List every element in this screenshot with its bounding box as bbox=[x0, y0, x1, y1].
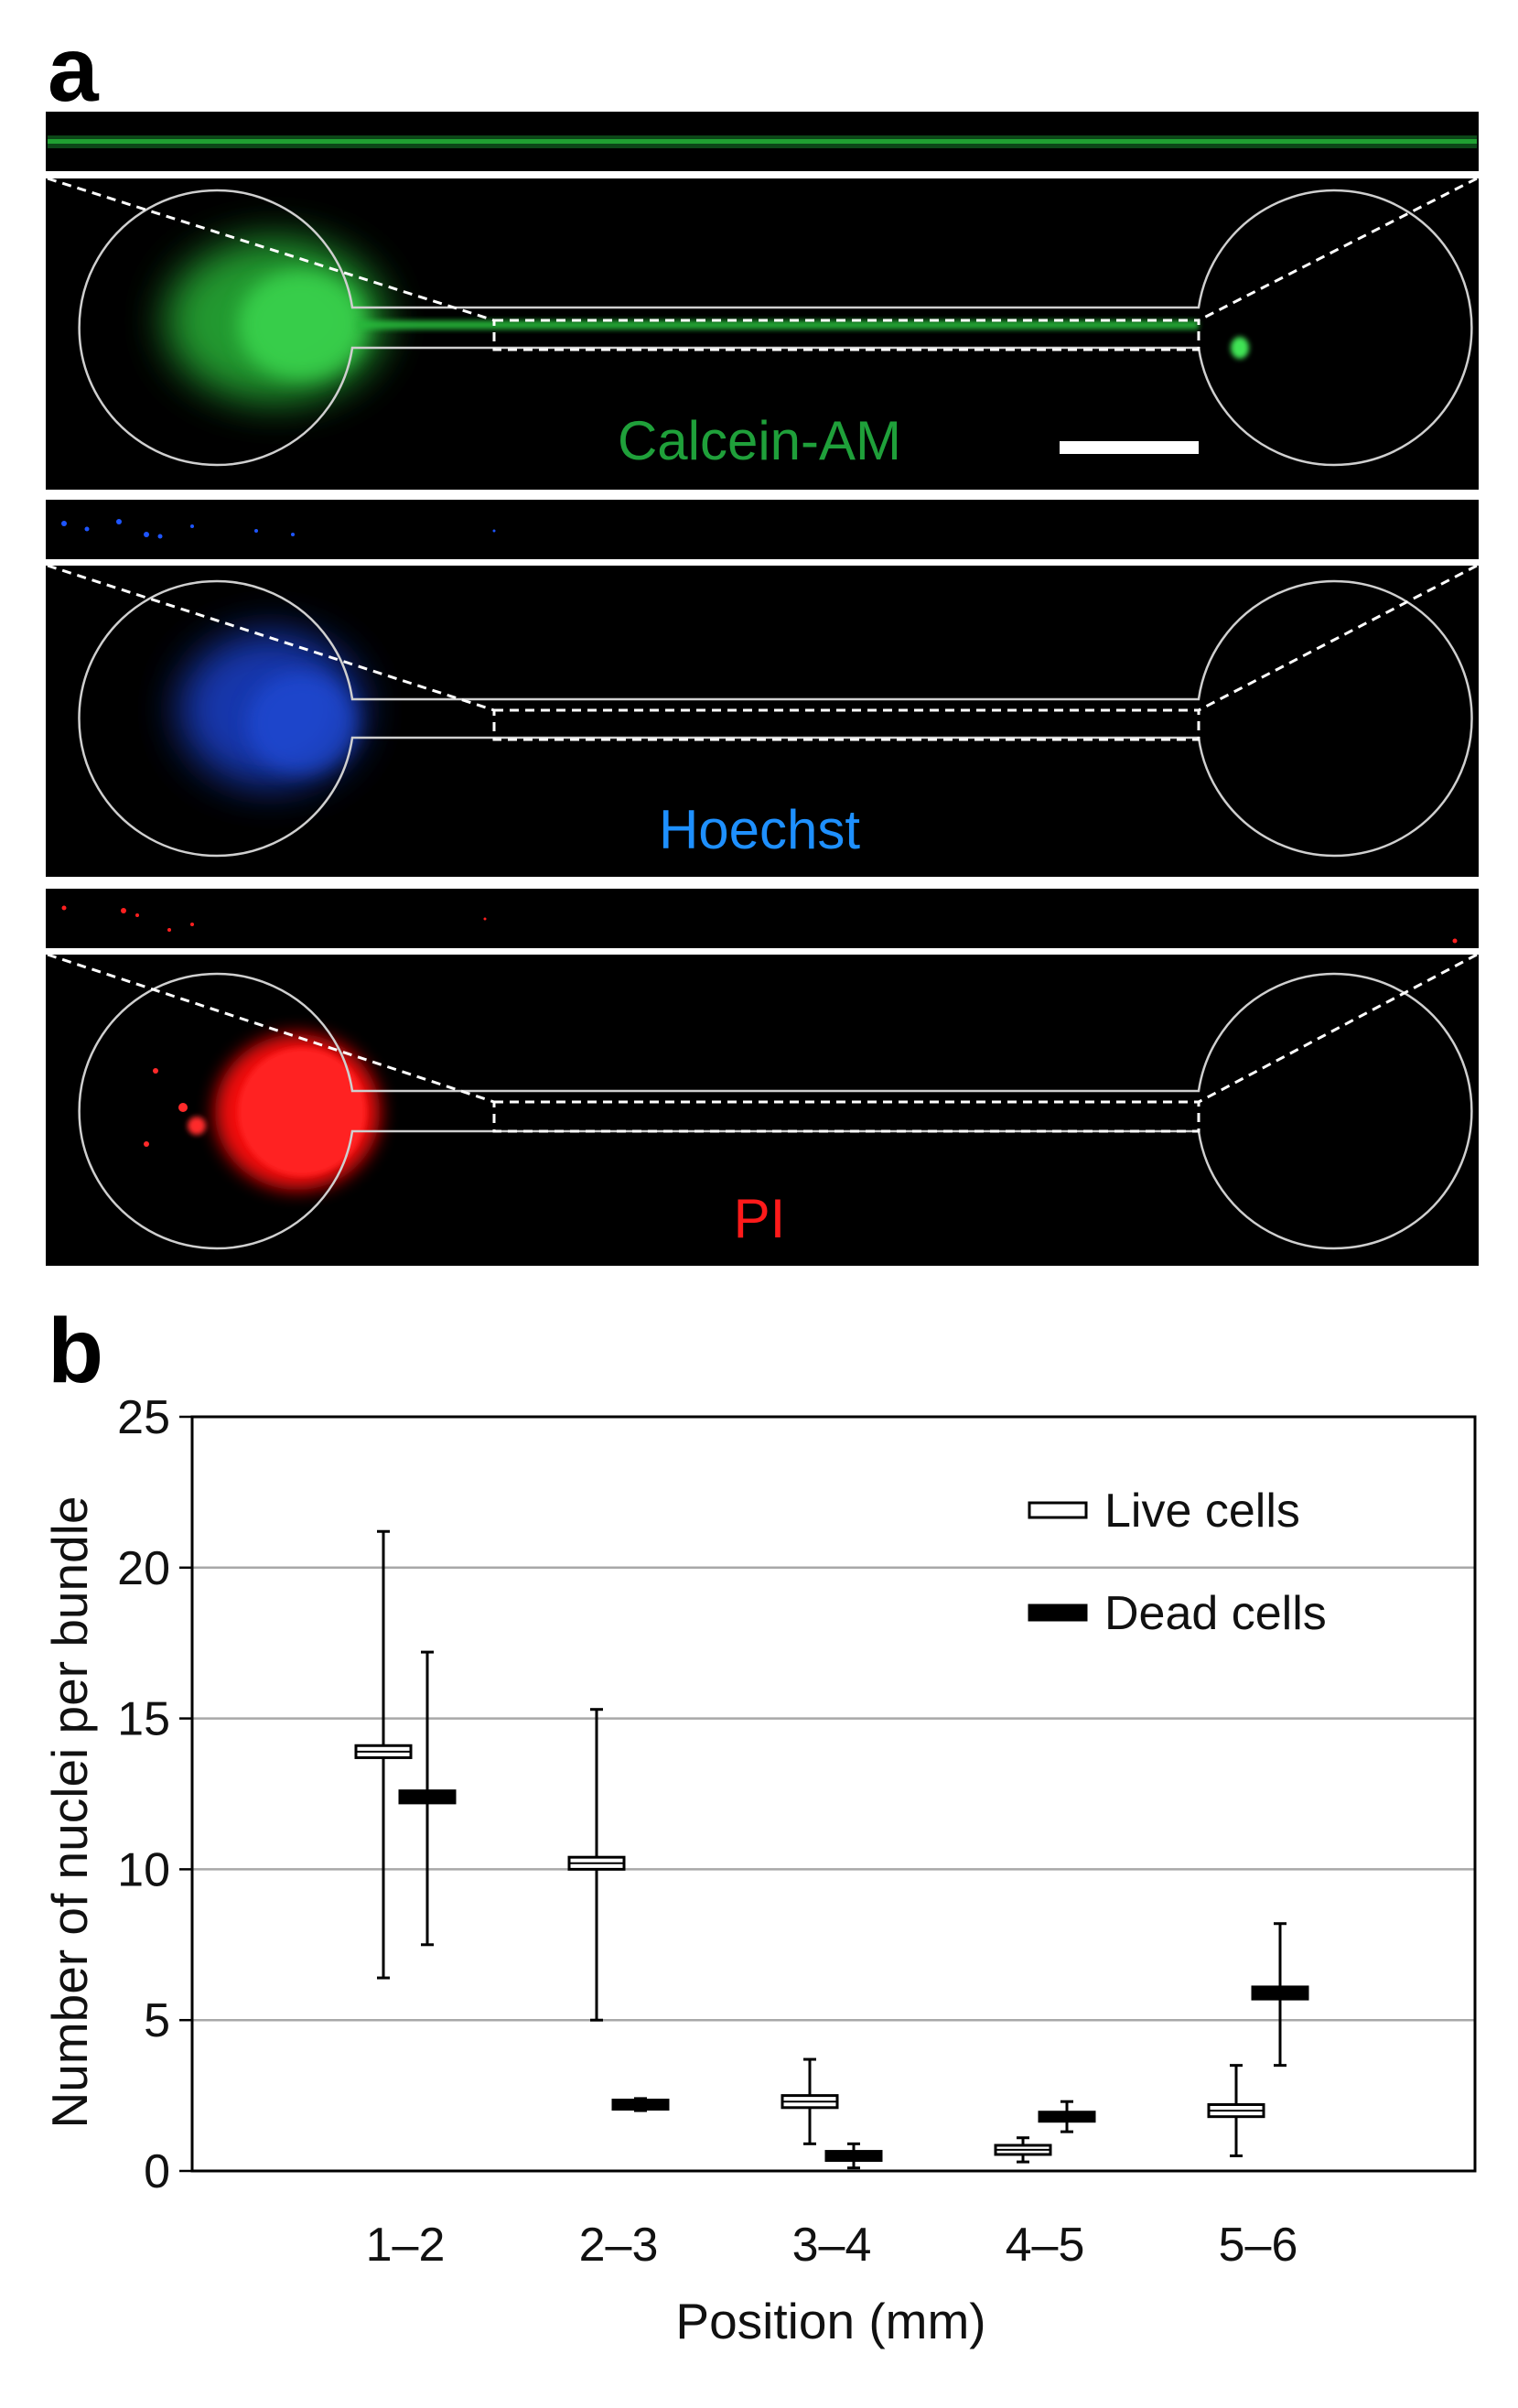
legend-dead-cells-symbol bbox=[1028, 1604, 1088, 1622]
calcein-panel: Calcein-AM bbox=[46, 112, 1479, 490]
hoechst-label: Hoechst bbox=[659, 799, 860, 860]
hoechst-fluorescence bbox=[178, 632, 361, 787]
hoechst-strip bbox=[46, 500, 1479, 559]
dead-cells-box bbox=[611, 2099, 670, 2111]
zoom-box bbox=[47, 177, 1478, 351]
dead-cells-box bbox=[1038, 2111, 1096, 2123]
pi-strip bbox=[46, 889, 1479, 948]
y-tick-label: 15 bbox=[117, 1693, 170, 1746]
hoechst-panel: Hoechst bbox=[46, 500, 1479, 877]
y-tick-label: 20 bbox=[117, 1542, 170, 1595]
legend-live-cells-symbol bbox=[1028, 1501, 1088, 1519]
pi-fluorescence bbox=[144, 1034, 380, 1190]
y-tick-label: 5 bbox=[144, 1994, 170, 2047]
pi-label: PI bbox=[734, 1188, 786, 1249]
legend-live-cells-label: Live cells bbox=[1104, 1485, 1300, 1538]
hoechst-strip-signal bbox=[61, 519, 496, 539]
dead-cells-box bbox=[398, 1789, 457, 1805]
dead-cells-box bbox=[824, 2150, 883, 2163]
y-axis-title: Number of nuclei per bundle bbox=[41, 1496, 98, 2129]
panel-b-letter: b bbox=[48, 1300, 103, 1402]
panel-a-letter: a bbox=[48, 18, 100, 121]
pi-panel: PI bbox=[46, 889, 1479, 1266]
calcein-label: Calcein-AM bbox=[618, 410, 901, 471]
box-plot-chart: 0 5 10 15 20 25 1–2 2–3 3–4 4–5 5–6 Position (mm) Nu… bbox=[41, 1391, 1477, 2349]
x-tick-label: 5–6 bbox=[1219, 2219, 1298, 2272]
plot-frame bbox=[190, 1415, 1477, 2173]
legend-dead-cells-label: Dead cells bbox=[1104, 1587, 1327, 1640]
pi-strip-signal bbox=[61, 905, 1458, 944]
dead-cells-box bbox=[1251, 1985, 1309, 2001]
scale-bar bbox=[1060, 441, 1199, 454]
x-tick-label: 3–4 bbox=[792, 2219, 872, 2272]
y-tick-label: 25 bbox=[117, 1391, 170, 1444]
y-tick-label: 0 bbox=[144, 2145, 170, 2198]
x-tick-label: 4–5 bbox=[1006, 2219, 1085, 2272]
y-tick-label: 10 bbox=[117, 1843, 170, 1896]
x-tick-label: 1–2 bbox=[366, 2219, 446, 2272]
calcein-fluorescence bbox=[165, 238, 1249, 403]
x-axis-title: Position (mm) bbox=[675, 2293, 985, 2349]
x-tick-label: 2–3 bbox=[579, 2219, 659, 2272]
